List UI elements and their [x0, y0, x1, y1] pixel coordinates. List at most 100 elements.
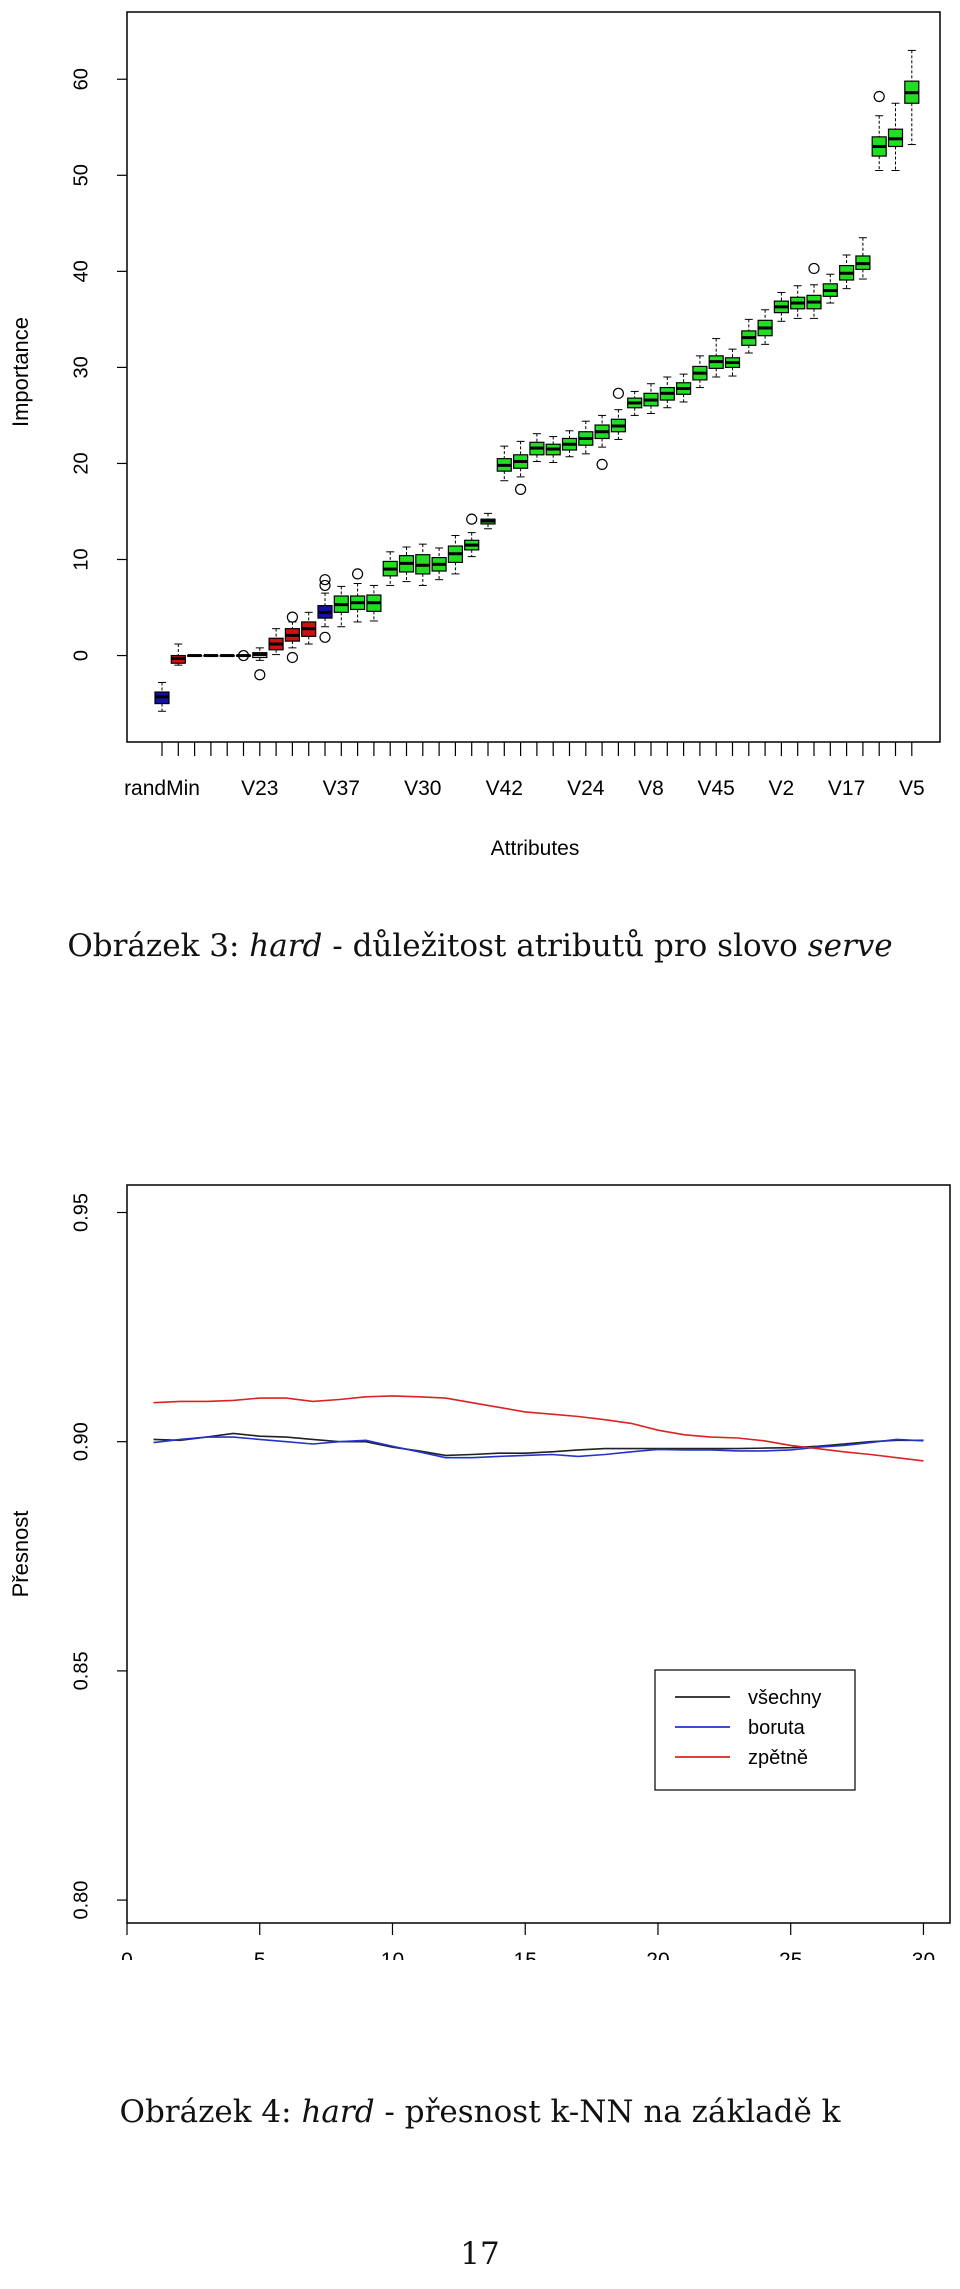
attribute-box — [268, 628, 284, 656]
attribute-box — [366, 584, 382, 622]
attribute-box — [578, 420, 594, 455]
series-line — [153, 1436, 924, 1459]
outlier-point — [873, 90, 885, 103]
caption-prefix: Obrázek 4: — [119, 2094, 302, 2130]
outlier-point — [319, 631, 331, 643]
attribute-box — [561, 430, 578, 458]
attribute-box — [594, 414, 610, 471]
outlier-point — [808, 262, 820, 275]
figure-4-caption: Obrázek 4: hard - přesnost k-NN na zákla… — [0, 2094, 960, 2130]
outlier-point — [237, 649, 250, 662]
series-line — [153, 1395, 924, 1462]
x-tick-label: V45 — [698, 777, 735, 800]
attribute-box — [431, 547, 447, 581]
legend-label: zpětně — [748, 1747, 808, 1769]
y-tick-label: 50 — [70, 164, 92, 186]
y-tick-label: 0.95 — [70, 1193, 92, 1232]
y-tick-label: 40 — [70, 260, 92, 282]
page-number: 17 — [460, 2236, 500, 2272]
x-tick-label: 20 — [646, 1949, 669, 1960]
attribute-box — [317, 574, 333, 643]
caption-italic: hard — [301, 2094, 375, 2130]
series-line — [153, 1432, 924, 1457]
y-tick-label: 30 — [70, 356, 92, 378]
outlier-point — [319, 574, 331, 586]
y-tick-label: 20 — [70, 452, 92, 474]
attribute-box — [333, 585, 349, 628]
attribute-box — [708, 338, 724, 378]
x-tick-label: V2 — [769, 777, 795, 800]
caption-rest: - přesnost k-NN na základě k — [374, 2094, 841, 2130]
attribute-box — [447, 534, 463, 575]
x-tick-label: V42 — [486, 777, 523, 800]
attribute-box — [627, 390, 643, 416]
outlier-point — [596, 458, 608, 471]
x-tick-label: 15 — [514, 1949, 537, 1960]
x-tick-label: V30 — [404, 777, 441, 800]
attribute-box — [838, 254, 855, 290]
y-tick-label: 0.85 — [70, 1651, 92, 1690]
plot-frame — [126, 11, 941, 743]
legend-box — [654, 1669, 856, 1791]
attribute-box — [871, 90, 887, 171]
x-tick-label: 0 — [121, 1949, 133, 1960]
attribute-box — [643, 383, 659, 414]
x-tick-label: V8 — [638, 777, 664, 800]
x-tick-label: 10 — [381, 1949, 404, 1960]
outlier-point — [286, 651, 298, 664]
attribute-box — [610, 387, 627, 440]
attribute-box — [659, 376, 675, 409]
attribute-box — [235, 649, 252, 662]
attribute-box — [480, 512, 496, 530]
importance-boxplot: 0 10 20 30 40 50 60 Importance randMin V23 V37 V30 V… — [8, 11, 941, 860]
attribute-box — [415, 543, 431, 586]
attribute-box — [773, 291, 790, 322]
legend-label: všechny — [748, 1687, 821, 1709]
caption-prefix: Obrázek 3: — [67, 928, 250, 964]
attribute-box — [512, 440, 529, 495]
attribute-box — [284, 611, 300, 664]
attribute-box — [382, 551, 398, 586]
attribute-box — [301, 611, 317, 645]
attribute-box — [790, 285, 806, 319]
attribute-box — [692, 355, 708, 389]
y-tick-label: 0 — [70, 650, 92, 661]
x-tick-label: V17 — [828, 777, 865, 800]
attribute-box — [757, 309, 773, 345]
x-tick-label: randMin — [124, 777, 200, 800]
attribute-box — [741, 318, 757, 354]
y-tick-label: 10 — [70, 548, 92, 570]
attribute-box — [219, 654, 235, 658]
attribute-box — [464, 513, 480, 558]
y-tick-label: 0.90 — [70, 1422, 92, 1461]
legend: všechny boruta zpětně — [654, 1669, 856, 1791]
figure-3-caption: Obrázek 3: hard - důležitost atributů pr… — [0, 928, 960, 964]
outlier-point — [352, 568, 364, 580]
y-axis-label: Přesnost — [8, 1511, 33, 1598]
attribute-box — [806, 262, 822, 319]
attribute-box — [187, 654, 203, 658]
outlier-point — [514, 483, 527, 495]
accuracy-line-chart: 0.800.850.900.95Přesnost051015202530kvše… — [8, 1184, 951, 1960]
outlier-point — [612, 387, 625, 399]
x-tick-label: 30 — [912, 1949, 935, 1960]
x-tick-label: 25 — [779, 1949, 802, 1960]
attribute-box — [724, 348, 741, 377]
attribute-box — [496, 445, 512, 482]
attribute-box — [170, 643, 186, 666]
attribute-box — [529, 433, 545, 463]
attribute-box — [822, 273, 838, 304]
y-tick-label: 0.80 — [70, 1881, 92, 1920]
attribute-box — [252, 647, 268, 681]
outlier-point — [466, 513, 478, 525]
legend-label: boruta — [748, 1717, 806, 1739]
attribute-box — [545, 436, 561, 463]
attribute-box — [675, 373, 692, 403]
x-tick-label: 5 — [254, 1949, 266, 1960]
attribute-box — [154, 681, 170, 712]
outlier-point — [286, 611, 298, 623]
x-tick-label: V37 — [323, 777, 360, 800]
attribute-box — [398, 546, 415, 583]
outlier-point — [319, 579, 331, 592]
x-axis-label: Attributes — [491, 837, 580, 860]
